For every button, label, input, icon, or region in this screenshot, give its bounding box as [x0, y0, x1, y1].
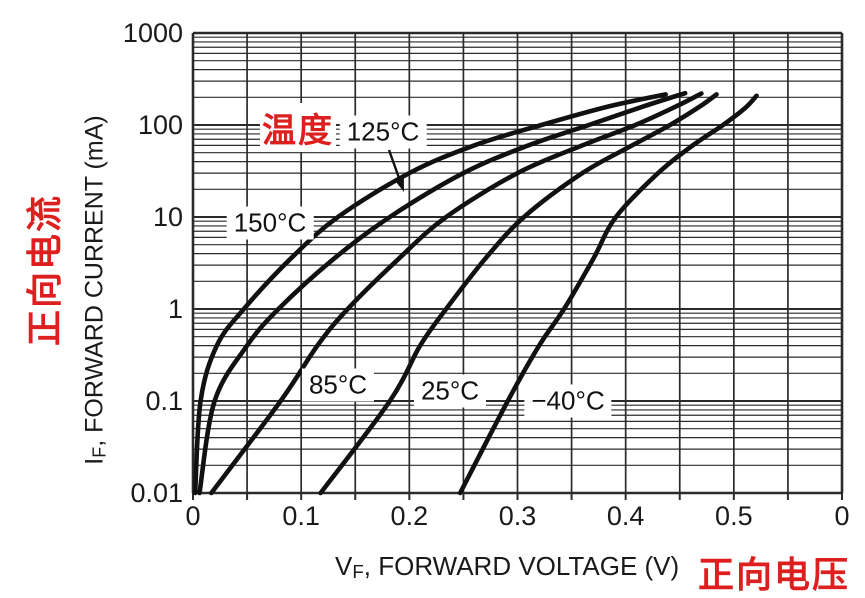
forward-voltage-annotation-cn: 正向电压 — [698, 554, 851, 595]
x-tick-label-1: 0.1 — [282, 501, 320, 531]
y-tick-label-100: 100 — [137, 110, 183, 140]
y-tick-label-1: 1 — [167, 294, 183, 324]
x-tick-label-4: 0.4 — [606, 501, 645, 531]
curve-85C — [209, 91, 704, 496]
x-tick-label-6: 0 — [834, 501, 850, 531]
curve-25C — [318, 92, 719, 496]
forward-current-annotation-cn: 正向电流 — [24, 193, 65, 347]
x-tick-label-0: 0 — [185, 501, 201, 531]
x-tick-label-5: 0.5 — [715, 501, 753, 531]
curve-label-125C: 125°C — [339, 115, 427, 149]
curve-label-40C: −40°C — [524, 384, 612, 418]
curve-label-150C: 150°C — [226, 206, 314, 240]
curve-150C — [192, 92, 668, 496]
x-tick-label-2: 0.2 — [390, 501, 429, 531]
temperature-annotation-cn: 温度 — [260, 103, 336, 152]
y-tick-label-10: 10 — [152, 202, 183, 232]
x-tick-label-3: 0.3 — [498, 501, 537, 531]
y-axis-title: IF, FORWARD CURRENT (mA) — [80, 115, 110, 465]
label-arrow-line — [387, 149, 401, 181]
y-tick-label-1000: 1000 — [122, 18, 183, 48]
curve-label-85C: 85°C — [301, 368, 375, 402]
x-axis-title: VF, FORWARD VOLTAGE (V) — [335, 551, 680, 583]
y-tick-label-0.1: 0.1 — [145, 386, 183, 416]
curve-label-25C: 25°C — [413, 374, 487, 408]
label-arrow-head — [395, 178, 404, 192]
curve-125C — [197, 90, 688, 496]
y-tick-label-0.01: 0.01 — [130, 478, 183, 508]
curve-40C — [457, 93, 759, 496]
